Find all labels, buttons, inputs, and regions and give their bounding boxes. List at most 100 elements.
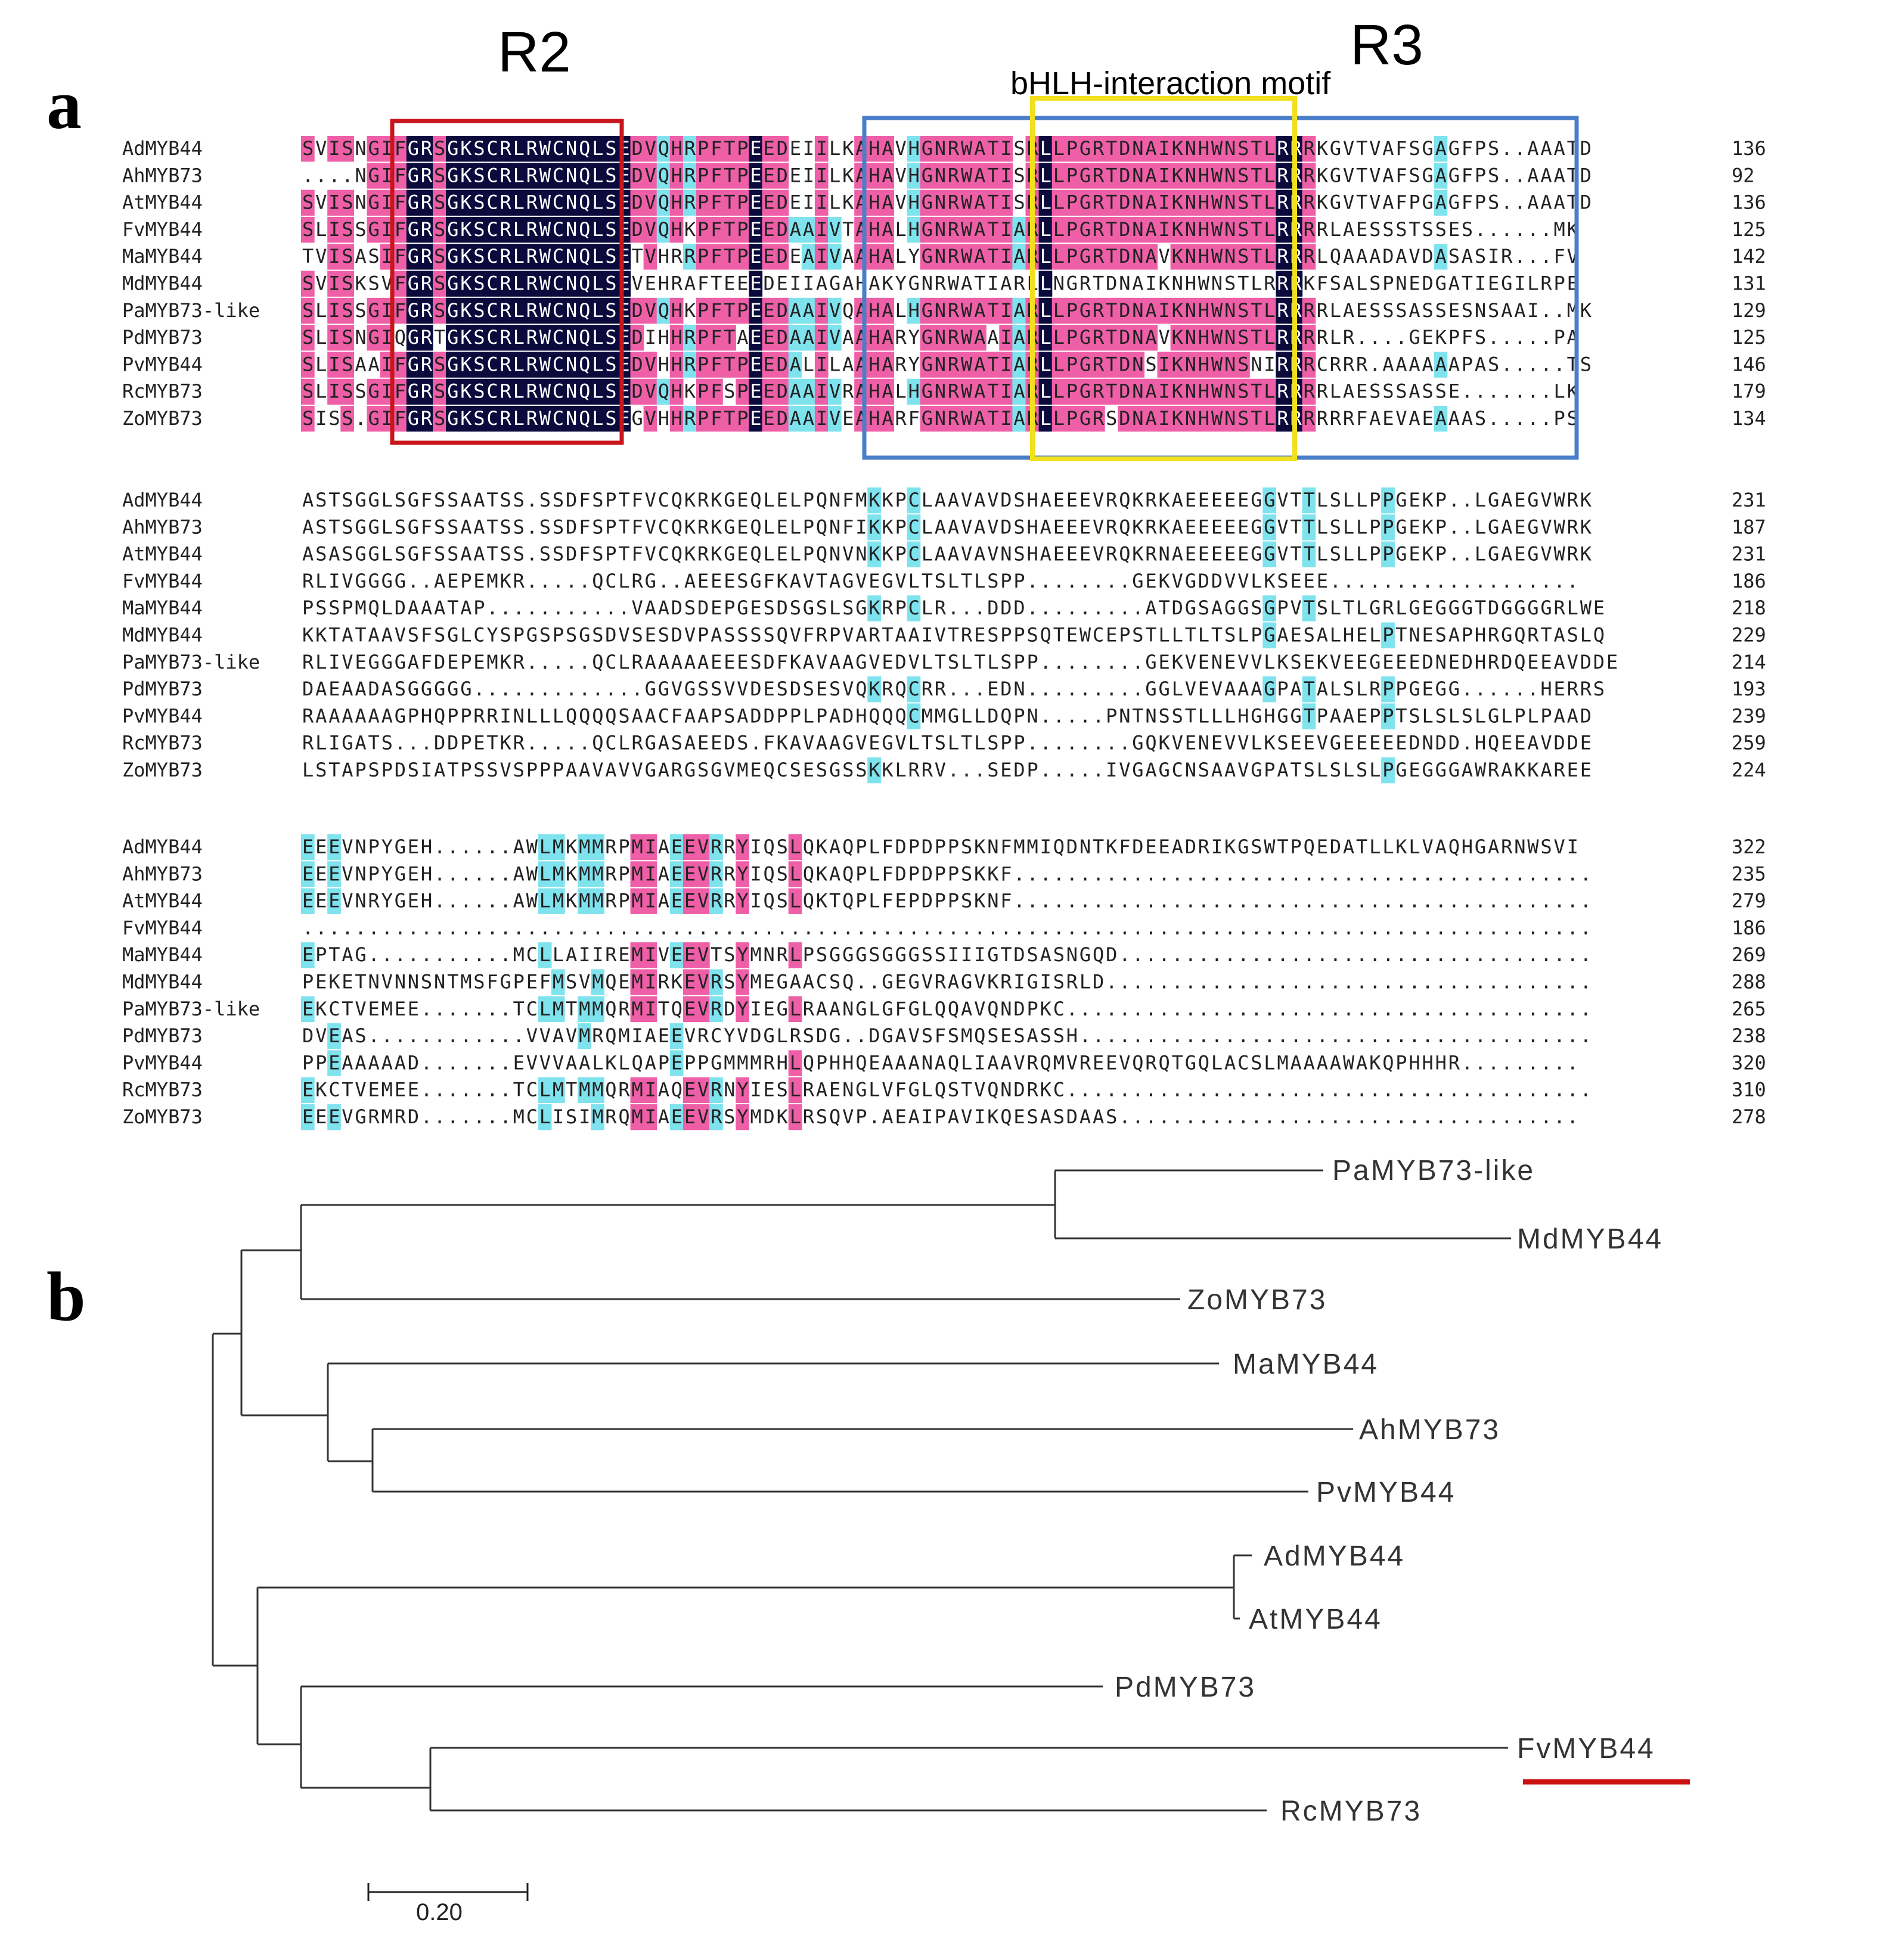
- residue-count: 320: [1732, 1051, 1766, 1074]
- residue-shade: [1157, 136, 1171, 162]
- sequence-name: PaMYB73-like: [122, 299, 260, 322]
- residue-shade: [946, 190, 960, 216]
- residue-shade: [1276, 190, 1290, 216]
- residue-shade: [340, 136, 354, 162]
- sequence-residues: EEEVNRYGEH......AWLMKMMRPMIAEEVRRYIQSLQK…: [302, 890, 1592, 912]
- sequence-name: FvMYB44: [122, 917, 203, 939]
- residue-shade: [736, 190, 749, 216]
- tree-leaf-label: RcMYB73: [1280, 1796, 1422, 1827]
- residue-shade: [907, 190, 921, 216]
- residue-count: 187: [1732, 515, 1766, 538]
- residue-shade: [551, 163, 565, 189]
- sequence-residues: RLIVEGGGAFDEPEMKR.....QCLRAAAAAEEESDFKAV…: [302, 651, 1618, 673]
- residue-shade: [749, 163, 763, 189]
- residue-shade: [511, 136, 526, 162]
- residue-shade: [1223, 190, 1237, 216]
- sequence-residues: DAEAADASGGGGG.............GGVGSSVVDESDSE…: [302, 678, 1605, 700]
- residue-shade: [1196, 136, 1211, 162]
- residue-shade: [1118, 163, 1131, 189]
- residue-shade: [1144, 163, 1158, 189]
- residue-shade: [419, 190, 433, 216]
- residue-shade: [564, 136, 578, 162]
- residue-shade: [920, 136, 934, 162]
- residue-shade: [656, 216, 671, 243]
- residue-shade: [946, 163, 960, 189]
- residue-shade: [1249, 163, 1263, 189]
- residue-shade: [656, 163, 671, 189]
- residue-shade: [1105, 163, 1118, 189]
- residue-shade: [643, 136, 657, 162]
- sequence-name: PvMYB44: [122, 704, 203, 727]
- residue-shade: [485, 136, 500, 162]
- residue-shade: [1065, 163, 1079, 189]
- residue-shade: [1091, 190, 1105, 216]
- sequence-residues: SLISNGIQGRTGKSCRLRWCNQLSEDIHHRPFTAEEDAAI…: [302, 326, 1578, 349]
- residue-shade: [498, 190, 513, 216]
- residue-shade: [1223, 136, 1237, 162]
- residue-shade: [986, 163, 1000, 189]
- sequence-residues: LSTAPSPDSIATPSSVSPPPAAVAVVGARGSGVMEQCSES…: [302, 759, 1592, 781]
- residue-count: 142: [1732, 245, 1766, 268]
- residue-shade: [393, 216, 407, 243]
- sequence-residues: ASTSGGLSGFSSAATSS.SSDFSPTFVCQKRKGEQLELPQ…: [302, 489, 1592, 511]
- residue-shade: [683, 136, 697, 162]
- sequence-residues: SVISNGIFGRSGKSCRLRWCNQLSEDVQHRPFTPEEDEII…: [302, 137, 1592, 160]
- sequence-name: FvMYB44: [122, 570, 203, 592]
- residue-shade: [1236, 163, 1250, 189]
- residue-shade: [1302, 163, 1316, 189]
- residue-shade: [604, 216, 618, 243]
- sequence-name: PdMYB73: [122, 1024, 203, 1047]
- residue-count: 129: [1732, 299, 1766, 322]
- sequence-name: AdMYB44: [122, 137, 203, 160]
- residue-shade: [367, 163, 381, 189]
- residue-shade: [643, 190, 657, 216]
- residue-shade: [485, 163, 500, 189]
- residue-shade: [340, 216, 354, 243]
- sequence-residues: RLIGATS...DDPETKR.....QCLRGASAEEDS.FKAVA…: [302, 732, 1592, 754]
- residue-shade: [999, 190, 1013, 216]
- sequence-name: RcMYB73: [122, 732, 203, 754]
- residue-shade: [722, 136, 736, 162]
- residue-shade: [933, 190, 947, 216]
- residue-count: 136: [1732, 191, 1766, 214]
- tree-leaf-label: PvMYB44: [1316, 1477, 1456, 1508]
- residue-shade: [511, 163, 526, 189]
- residue-shade: [433, 216, 446, 243]
- residue-shade: [709, 136, 723, 162]
- residue-count: 179: [1732, 380, 1766, 403]
- sequence-residues: PSSPMQLDAAATAP...........VAADSDEPGESDSGS…: [302, 597, 1605, 619]
- residue-shade: [920, 190, 934, 216]
- sequence-residues: EPTAG...........MCLLAIIREMIVEEVTSYMNRLPS…: [302, 943, 1592, 966]
- residue-shade: [485, 190, 500, 216]
- residue-shade: [1276, 163, 1290, 189]
- residue-shade: [393, 136, 407, 162]
- residue-shade: [1051, 163, 1066, 189]
- sequence-name: PaMYB73-like: [122, 998, 260, 1020]
- residue-shade: [1183, 190, 1198, 216]
- residue-count: 134: [1732, 407, 1766, 430]
- sequence-name: FvMYB44: [122, 218, 203, 241]
- sequence-residues: ........................................…: [302, 917, 1592, 939]
- residue-shade: [591, 163, 604, 189]
- residue-count: 269: [1732, 943, 1766, 966]
- residue-shade: [1236, 136, 1250, 162]
- tree-leaf-label: MdMYB44: [1517, 1223, 1663, 1255]
- residue-shade: [973, 163, 987, 189]
- residue-shade: [591, 190, 604, 216]
- sequence-residues: RAAAAAAGPHQPPRRINLLLQQQQSAACFAAPSADDPPLP…: [302, 704, 1592, 727]
- residue-shade: [1236, 190, 1250, 216]
- residue-shade: [696, 163, 710, 189]
- residue-shade: [973, 190, 987, 216]
- sequence-residues: EEEVNPYGEH......AWLMKMMRPMIAEEVRRYIQSLQK…: [302, 835, 1578, 858]
- residue-shade: [367, 216, 381, 243]
- residue-shade: [1209, 163, 1224, 189]
- residue-shade: [696, 136, 710, 162]
- residue-shade: [709, 216, 723, 243]
- sequence-residues: ASTSGGLSGFSSAATSS.SSDFSPTFVCQKRKGEQLELPQ…: [302, 515, 1592, 538]
- residue-shade: [367, 190, 381, 216]
- residue-shade: [1091, 136, 1105, 162]
- sequence-name: PaMYB73-like: [122, 651, 260, 673]
- residue-shade: [1105, 136, 1118, 162]
- residue-shade: [406, 190, 420, 216]
- sequence-name: ZoMYB73: [122, 407, 203, 430]
